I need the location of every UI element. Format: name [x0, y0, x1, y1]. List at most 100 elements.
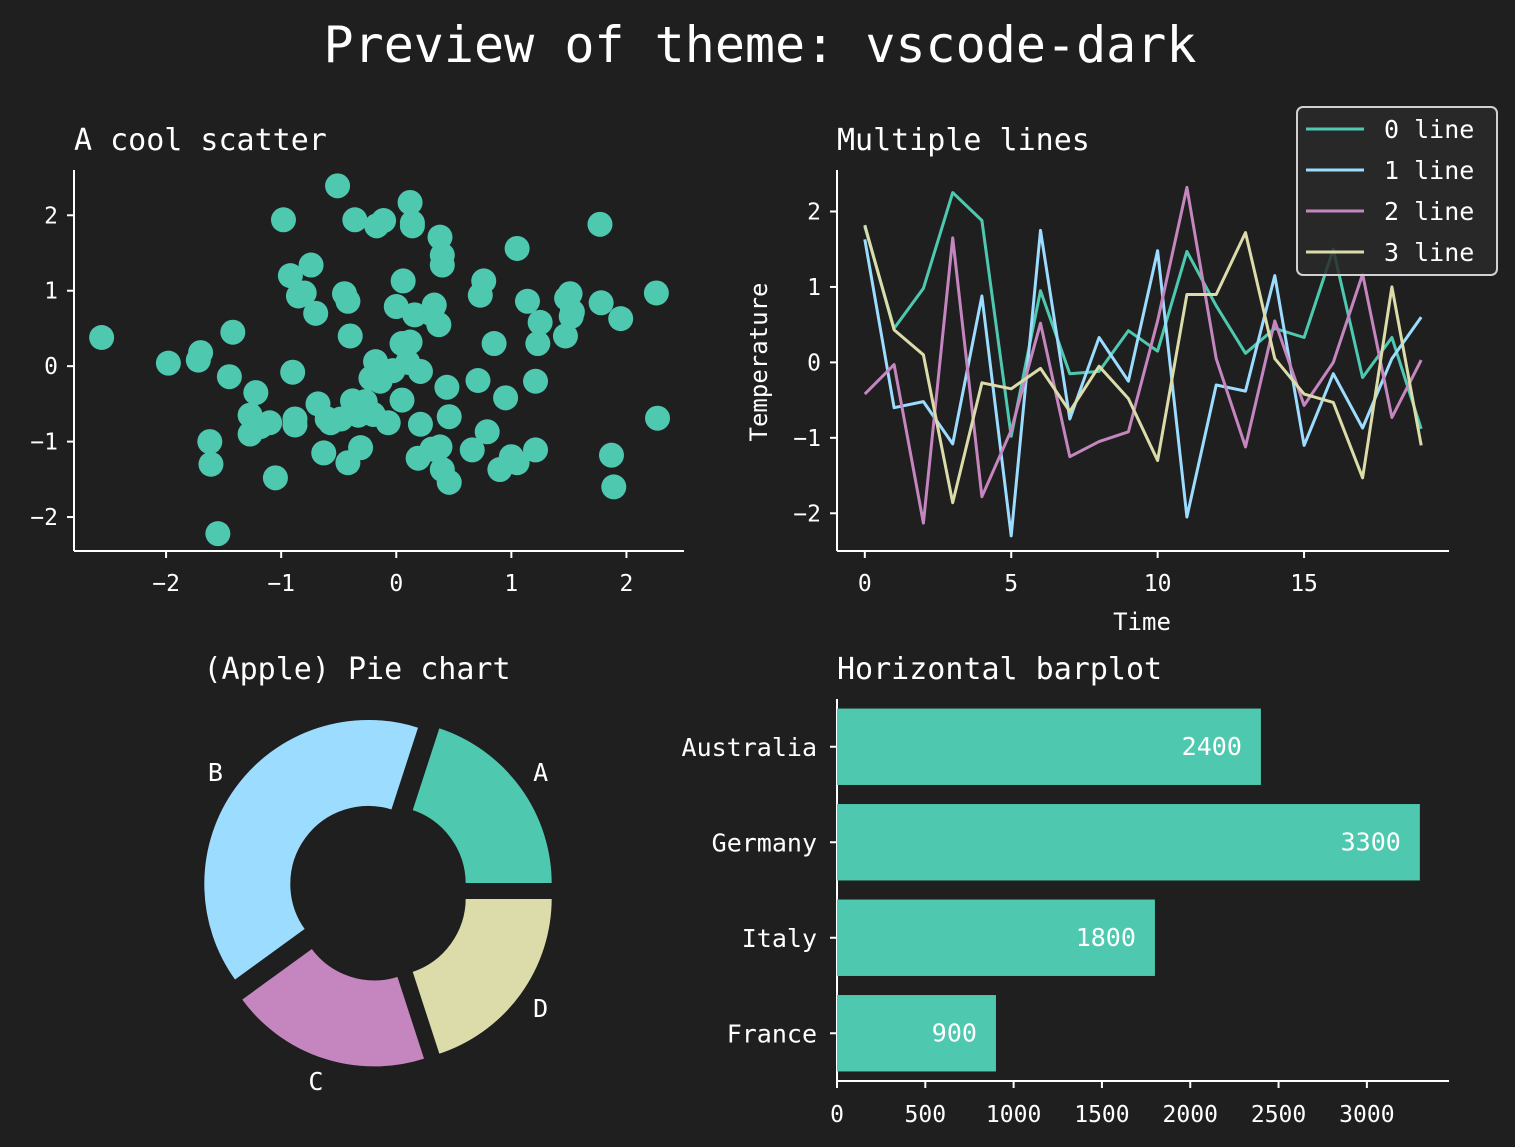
scatter-point — [198, 451, 224, 477]
lines-y-tick-label: −2 — [793, 501, 821, 527]
pie-slice-b — [202, 717, 421, 983]
scatter-point — [465, 367, 491, 393]
barplot-x-tick-label: 500 — [905, 1102, 947, 1128]
scatter-point — [197, 429, 223, 455]
scatter-point — [325, 173, 351, 199]
bar-australia — [837, 708, 1261, 785]
barplot-category-label: France — [727, 1019, 817, 1048]
scatter-point — [303, 300, 329, 326]
barplot-x-tick-label: 2500 — [1251, 1102, 1306, 1128]
scatter-point — [282, 412, 308, 438]
pie-title: (Apple) Pie chart — [203, 652, 510, 687]
legend-frame — [1296, 106, 1498, 276]
scatter-point — [277, 263, 303, 289]
scatter-point — [188, 340, 214, 366]
scatter-point — [587, 211, 613, 237]
lines-y-tick-label: 1 — [807, 275, 821, 301]
scatter-point — [493, 385, 519, 411]
bar-value-label: 900 — [932, 1018, 977, 1047]
scatter-point — [337, 323, 363, 349]
scatter-point — [504, 450, 530, 476]
scatter-point — [375, 410, 401, 436]
scatter-x-tick-label: −2 — [152, 571, 180, 597]
scatter-point — [504, 235, 530, 261]
scatter-point — [474, 419, 500, 445]
scatter-point — [155, 350, 181, 376]
barplot-title: Horizontal barplot — [837, 652, 1162, 687]
scatter-point — [427, 434, 453, 460]
scatter-point — [436, 404, 462, 430]
scatter-point — [426, 312, 452, 338]
scatter-title: A cool scatter — [74, 123, 327, 158]
pie-label-d: D — [533, 994, 548, 1023]
figure-title: Preview of theme: vscode-dark — [324, 16, 1197, 74]
barplot-category-label: Australia — [682, 733, 817, 762]
scatter-point — [608, 306, 634, 332]
barplot: Australia 2400 Germany 3300 Italy 1800 France 9… — [682, 699, 1449, 1128]
lines-y-tick-label: 2 — [807, 199, 821, 225]
scatter-point — [514, 288, 540, 314]
scatter-point — [389, 387, 415, 413]
pie-slice-a — [410, 725, 554, 885]
scatter-point — [459, 437, 485, 463]
scatter-point — [471, 268, 497, 294]
lines-legend: 0 line 1 line 2 line 3 line — [1296, 106, 1498, 276]
scatter-point — [335, 288, 361, 314]
scatter-point — [397, 189, 423, 215]
scatter-point — [588, 290, 614, 316]
pie-label-a: A — [533, 758, 548, 787]
pie-label-b: B — [208, 758, 223, 787]
pie-slice-c — [239, 946, 427, 1069]
legend-label-0: 0 line — [1384, 115, 1474, 144]
lines-xlabel: Time — [1113, 608, 1171, 636]
bar-value-label: 2400 — [1182, 732, 1242, 761]
scatter-point — [481, 331, 507, 357]
scatter-y-tick-label: 2 — [44, 203, 58, 229]
scatter-point — [407, 411, 433, 437]
bar-value-label: 1800 — [1076, 923, 1136, 952]
barplot-x-tick-label: 0 — [830, 1102, 844, 1128]
scatter-point — [436, 469, 462, 495]
scatter-y-tick-label: −1 — [30, 430, 58, 456]
bar-france — [837, 995, 996, 1072]
lines-ylabel: Temperature — [745, 283, 773, 442]
scatter-point — [371, 208, 397, 234]
lines-y-tick-label: 0 — [807, 350, 821, 376]
scatter-point — [434, 374, 460, 400]
legend-label-3: 3 line — [1384, 238, 1474, 267]
scatter-point — [243, 380, 269, 406]
scatter-point — [527, 309, 553, 335]
scatter-point — [523, 437, 549, 463]
series-line-2 — [863, 185, 1423, 525]
legend-label-2: 2 line — [1384, 197, 1474, 226]
pie-label-c: C — [308, 1067, 323, 1096]
scatter-point — [291, 280, 317, 306]
scatter-point — [643, 280, 669, 306]
lines-x-tick-label: 10 — [1144, 571, 1172, 597]
pie-plot: A B C D — [202, 717, 554, 1096]
legend-label-1: 1 line — [1384, 156, 1474, 185]
scatter-x-tick-label: 0 — [389, 571, 403, 597]
scatter-point — [262, 465, 288, 491]
barplot-category-label: Italy — [742, 924, 817, 953]
scatter-point — [525, 331, 551, 357]
scatter-point — [552, 323, 578, 349]
scatter-point — [216, 364, 242, 390]
lines-title: Multiple lines — [837, 123, 1090, 158]
lines-x-tick-label: 0 — [858, 571, 872, 597]
scatter-point — [421, 292, 447, 318]
lines-x-tick-label: 5 — [1004, 571, 1018, 597]
scatter-y-tick-label: 0 — [44, 354, 58, 380]
scatter-point — [205, 521, 231, 547]
lines-x-tick-label: 15 — [1290, 571, 1318, 597]
scatter-point — [397, 329, 423, 355]
scatter-point — [342, 207, 368, 233]
scatter-x-tick-label: 1 — [504, 571, 518, 597]
bar-italy — [837, 899, 1155, 976]
scatter-point — [298, 252, 324, 278]
barplot-x-tick-label: 1500 — [1074, 1102, 1129, 1128]
barplot-x-tick-label: 1000 — [986, 1102, 1041, 1128]
